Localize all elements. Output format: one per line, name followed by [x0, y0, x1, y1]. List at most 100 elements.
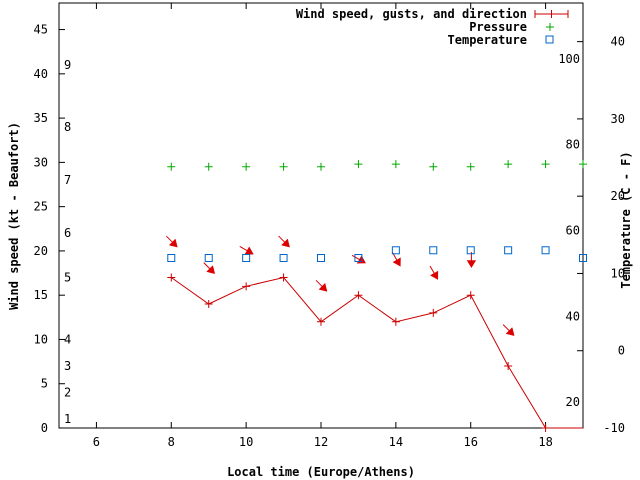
temperature-point [429, 246, 438, 255]
wind-speed-point [167, 273, 176, 282]
y-tick-label: 20 [34, 244, 48, 258]
beaufort-tick-label: 3 [64, 359, 71, 373]
x-tick-label: 14 [389, 435, 403, 449]
wind-speed-point [354, 291, 363, 300]
y-tick-label: 25 [34, 200, 48, 214]
x-tick-label: 18 [538, 435, 552, 449]
pressure-point [391, 160, 400, 169]
y2-tick-label: 0 [618, 344, 625, 358]
wind-speed-point [317, 317, 325, 326]
y2-tick-label: 20 [611, 189, 625, 203]
temperature-point [317, 254, 325, 262]
pressure-point [504, 160, 513, 169]
wind-arrow-head [281, 238, 290, 248]
temperature-point [279, 254, 288, 262]
fahrenheit-tick-label: 100 [558, 52, 580, 66]
fahrenheit-tick-label: 20 [566, 395, 580, 409]
wind-speed-point [541, 424, 550, 432]
wind-direction-arrow [165, 235, 178, 248]
wind-direction-arrow [203, 262, 216, 274]
wind-direction-arrow [502, 324, 515, 336]
y-axis-title: Wind speed (kt - Beaufort) [7, 122, 21, 310]
wind-speed-point [466, 291, 475, 300]
temperature-point [354, 254, 363, 262]
wind-arrow-head [505, 327, 515, 336]
fahrenheit-tick-label: 60 [566, 224, 580, 238]
y2-tick-label: -10 [603, 421, 625, 435]
y2-tick-label: 10 [611, 266, 625, 280]
beaufort-tick-label: 4 [64, 332, 71, 346]
wind-arrow-head [168, 238, 178, 248]
pressure-point [429, 162, 438, 171]
wind-arrow-head [392, 257, 401, 267]
temperature-point [541, 246, 550, 255]
pressure-point [279, 162, 288, 171]
y-tick-label: 40 [34, 67, 48, 81]
beaufort-tick-label: 2 [64, 386, 71, 400]
y-tick-label: 0 [41, 421, 48, 435]
x-tick-label: 6 [93, 435, 100, 449]
beaufort-tick-label: 5 [64, 270, 71, 284]
y2-axis-title: Temperature (C - F) [619, 151, 633, 288]
temperature-point [466, 246, 475, 255]
beaufort-tick-label: 8 [64, 120, 71, 134]
pressure-point [242, 162, 251, 171]
wind-speed-point [391, 317, 400, 326]
x-tick-label: 12 [314, 435, 328, 449]
y-tick-label: 5 [41, 377, 48, 391]
x-axis-title: Local time (Europe/Athens) [227, 465, 415, 479]
temperature-point [391, 246, 400, 255]
legend: Wind speed, gusts, and direction Pressur… [296, 7, 569, 47]
temperature-point [504, 246, 513, 255]
beaufort-tick-label: 9 [64, 58, 71, 72]
pressure-point [204, 162, 213, 171]
pressure-point [167, 162, 176, 171]
plot-area [58, 2, 584, 429]
y-tick-label: 15 [34, 288, 48, 302]
beaufort-tick-label: 1 [64, 412, 71, 426]
temperature-point [242, 254, 251, 262]
pressure-point [354, 160, 363, 169]
pressure-point [579, 160, 587, 169]
y-tick-label: 35 [34, 111, 48, 125]
wind-arrow-head [430, 270, 439, 280]
wind-speed-point [279, 273, 288, 282]
y-tick-label: 45 [34, 23, 48, 37]
wind-arrow-head [206, 265, 216, 274]
wind-arrow-head [318, 282, 328, 292]
y-tick-label: 30 [34, 155, 48, 169]
x-tick-label: 16 [463, 435, 477, 449]
beaufort-tick-label: 7 [64, 173, 71, 187]
tick-labels: 6 8 10 12 14 16 18051015202530354045123456789-… [34, 23, 625, 449]
temperature-point [204, 254, 213, 262]
y-tick-label: 10 [34, 332, 48, 346]
wind-speed-point [204, 300, 213, 309]
temperature-point [579, 254, 587, 262]
wind-direction-arrow [315, 279, 328, 292]
legend-label-temperature: Temperature [448, 33, 527, 47]
pressure-point [466, 162, 475, 171]
wind-speed-point [504, 362, 513, 371]
wind-speed-line [171, 276, 583, 429]
fahrenheit-tick-label: 40 [566, 309, 580, 323]
pressure-point [317, 162, 325, 171]
series-layer [165, 160, 587, 432]
legend-marker-temperature [545, 35, 554, 44]
beaufort-tick-label: 6 [64, 226, 71, 240]
wind-arrow-head [466, 260, 477, 269]
wind-direction-arrow [278, 235, 290, 248]
wind-speed-point [429, 308, 438, 317]
x-tick-label: 8 [168, 435, 175, 449]
legend-label-pressure: Pressure [469, 20, 527, 34]
legend-label-wind: Wind speed, gusts, and direction [296, 7, 527, 21]
wind-direction-arrow [429, 265, 439, 280]
x-tick-label: 10 [239, 435, 253, 449]
y2-tick-label: 40 [611, 35, 625, 49]
wind-speed-point [242, 282, 251, 291]
pressure-point [541, 160, 550, 169]
fahrenheit-tick-label: 80 [566, 138, 580, 152]
y2-tick-label: 30 [611, 112, 625, 126]
legend-marker-pressure [546, 23, 554, 31]
legend-marker-wind [547, 10, 556, 18]
